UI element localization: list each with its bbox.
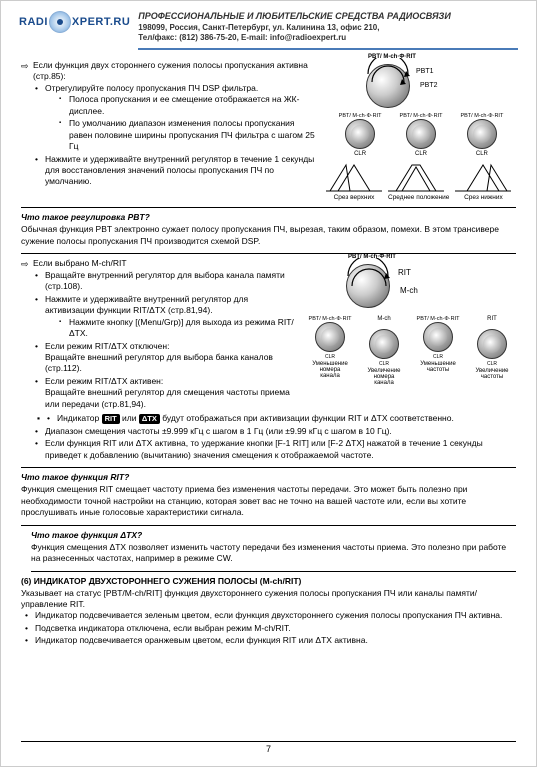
box-dtx-text: Функция смещения ΔTX позволяет изменить …	[31, 542, 516, 565]
mch-main: Если выбрано M-ch/RIT	[21, 258, 298, 269]
box-pbt-title: Что такое регулировка PBT?	[21, 212, 516, 222]
peak-diagram-1: Срез верхних	[326, 161, 382, 201]
page-header: RADI XPERT.RU ПРОФЕССИОНАЛЬНЫЕ И ЛЮБИТЕЛ…	[1, 1, 536, 56]
peak-diagram-2: Среднее положение	[388, 161, 449, 201]
mch-b2a: Нажмите кнопку [(Menu/Grp)] для выхода и…	[59, 317, 298, 340]
knob-icon	[369, 329, 399, 359]
knob-icon	[467, 119, 497, 149]
mch-b2: Нажмите и удерживайте внутренний регулят…	[35, 294, 298, 340]
box-rit-text: Функция смещения RIT смещает частоту при…	[21, 484, 516, 518]
mch-b6: Если функция RIT или ΔTX активна, то уде…	[35, 438, 516, 461]
box-pbt-text: Обычная функция PBT электронно сужает по…	[21, 224, 516, 247]
logo: RADI XPERT.RU	[19, 11, 130, 33]
mch-indicator: ▪ Индикатор RIT или ΔTX будут отображать…	[47, 413, 516, 424]
pbt-b2: Нажмите и удерживайте внутренний регулят…	[35, 154, 318, 188]
header-address-1: 198099, Россия, Санкт-Петербург, ул. Кал…	[138, 23, 518, 33]
box-dtx-title: Что такое функция ΔTX?	[31, 530, 516, 540]
sec6-title: (6) ИНДИКАТОР ДВУХСТОРОННЕГО СУЖЕНИЯ ПОЛ…	[21, 576, 516, 586]
pbt-b1: Отрегулируйте полосу пропускания ПЧ DSP …	[35, 83, 318, 153]
sec6-b1: Индикатор подсвечивается зеленым цветом,…	[25, 610, 516, 621]
section-pbt: Если функция двух стороннего сужения пол…	[21, 60, 516, 202]
header-address-2: Тел/факс: (812) 386-75-20, E-mail: info@…	[138, 33, 518, 43]
pbt-b1a: Полоса пропускания и ее смещение отображ…	[59, 94, 318, 117]
peak-diagram-3: Срез нижних	[455, 161, 511, 201]
mch-b5: Диапазон смещения частоты ±9.999 кГц с ш…	[35, 426, 516, 437]
page-footer-rule	[21, 741, 516, 742]
rit-badge: RIT	[102, 414, 120, 424]
knob-icon	[315, 322, 345, 352]
mch-b4: Если режим RIT/ΔTX активен: Вращайте вне…	[35, 376, 298, 410]
pbt-main: Если функция двух стороннего сужения пол…	[21, 60, 318, 83]
header-info: ПРОФЕССИОНАЛЬНЫЕ И ЛЮБИТЕЛЬСКИЕ СРЕДСТВА…	[138, 11, 518, 50]
pbt-b1b: По умолчанию диапазон изменения полосы п…	[59, 118, 318, 152]
page-number: 7	[266, 744, 271, 754]
sec6-intro: Указывает на статус [PBT/M-ch/RIT] функц…	[21, 588, 516, 611]
section-mch-rit: Если выбрано M-ch/RIT Вращайте внутренни…	[21, 258, 516, 411]
box-rit: Что такое функция RIT? Функция смещения …	[21, 472, 516, 518]
header-title: ПРОФЕССИОНАЛЬНЫЕ И ЛЮБИТЕЛЬСКИЕ СРЕДСТВА…	[138, 11, 518, 21]
logo-text-left: RADI	[19, 16, 48, 28]
mch-b3: Если режим RIT/ΔTX отключен: Вращайте вн…	[35, 341, 298, 375]
pbt-diagram: PBT/ M-ch·Φ·RIT PBT1 PBT2 PBT/ M-ch·Φ·RI…	[326, 60, 516, 202]
knob-icon	[406, 119, 436, 149]
box-dtx: Что такое функция ΔTX? Функция смещения …	[21, 530, 516, 565]
logo-globe-icon	[49, 11, 71, 33]
sec6-b2: Подсветка индикатора отключена, если выб…	[25, 623, 516, 634]
knob-icon	[477, 329, 507, 359]
box-pbt: Что такое регулировка PBT? Обычная функц…	[21, 212, 516, 247]
sec6-b3: Индикатор подсвечивается оранжевым цвето…	[25, 635, 516, 646]
dtx-badge: ΔTX	[139, 414, 160, 424]
knob-icon	[423, 322, 453, 352]
section-6: (6) ИНДИКАТОР ДВУХСТОРОННЕГО СУЖЕНИЯ ПОЛ…	[21, 576, 516, 647]
logo-text-right: XPERT.RU	[72, 16, 130, 28]
box-rit-title: Что такое функция RIT?	[21, 472, 516, 482]
mch-diagram: PBT/ M-ch·Φ·RIT RIT M-ch PBT/ M-ch·Φ·RIT…	[306, 258, 516, 411]
mch-b1: Вращайте внутренний регулятор для выбора…	[35, 270, 298, 293]
knob-icon	[345, 119, 375, 149]
